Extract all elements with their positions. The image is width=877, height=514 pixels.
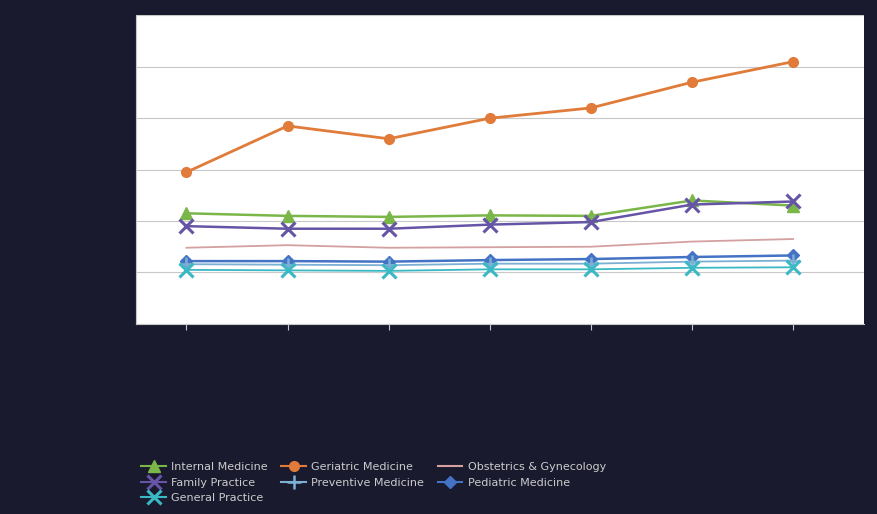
Legend: Internal Medicine, Family Practice, General Practice, Geriatric Medicine, Preven: Internal Medicine, Family Practice, Gene… xyxy=(141,462,606,503)
